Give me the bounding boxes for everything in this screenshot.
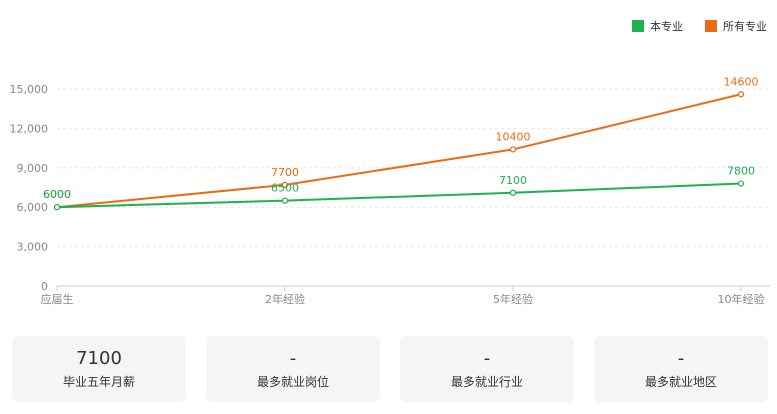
data-label: 7700 [271,166,299,179]
legend-label-all: 所有专业 [723,20,767,33]
data-point [509,146,517,153]
stat-value-salary: 7100 [76,348,122,369]
line-chart-svg: 0 3,000 6,000 9,000 12,000 15,000 应届生 2年经验 5年经验 1… [10,75,770,306]
legend-swatch-all [705,20,717,32]
y-tick-label: 0 [41,280,48,293]
data-point [509,189,517,196]
y-tick-label: 9,000 [17,162,49,175]
stats-panel: 7100 毕业五年月薪 - 最多就业岗位 - 最多就业行业 - 最多就业地区 [12,336,770,402]
stat-label-salary: 毕业五年月薪 [62,375,135,389]
data-label: 6500 [271,182,299,195]
legend-swatch-major [632,20,644,32]
x-tick-label: 2年经验 [265,292,305,306]
y-tick-label: 3,000 [17,241,49,254]
stat-value-position: - [289,348,297,369]
legend-item-major[interactable]: 本专业 [632,18,683,34]
data-point [737,91,745,98]
data-point [737,180,745,187]
y-tick-label: 15,000 [10,83,49,96]
data-point [53,204,61,211]
data-label: 10400 [496,130,531,143]
stat-card-region: - 最多就业地区 [594,336,768,402]
stat-label-region: 最多就业地区 [644,375,717,389]
stat-label-industry: 最多就业行业 [450,375,523,389]
stat-card-salary: 7100 毕业五年月薪 [12,336,186,402]
data-point [281,197,289,204]
x-tick-label: 应届生 [41,292,74,306]
stat-label-position: 最多就业岗位 [256,375,329,389]
series-line-0 [56,182,742,209]
salary-chart: 本专业 所有专业 0 3,000 6,000 9,000 12,000 15,000 应届生… [10,18,770,306]
stat-card-industry: - 最多就业行业 [400,336,574,402]
legend-label-major: 本专业 [650,20,683,33]
data-point [281,181,289,188]
stat-card-position: - 最多就业岗位 [206,336,380,402]
legend-item-all[interactable]: 所有专业 [705,18,767,34]
stat-value-industry: - [483,348,491,369]
stat-value-region: - [677,348,685,369]
y-tick-label: 6,000 [17,201,49,214]
data-label: 14600 [724,75,759,88]
y-tick-label: 12,000 [10,122,49,135]
chart-legend: 本专业 所有专业 [632,18,767,34]
data-label: 7800 [727,165,755,178]
series-line-1 [56,93,742,209]
x-tick-label: 5年经验 [493,292,533,306]
data-label: 6000 [43,188,71,201]
data-label: 7100 [499,174,527,187]
x-tick-label: 10年经验 [718,292,765,306]
data-label: 6000 [43,188,71,201]
